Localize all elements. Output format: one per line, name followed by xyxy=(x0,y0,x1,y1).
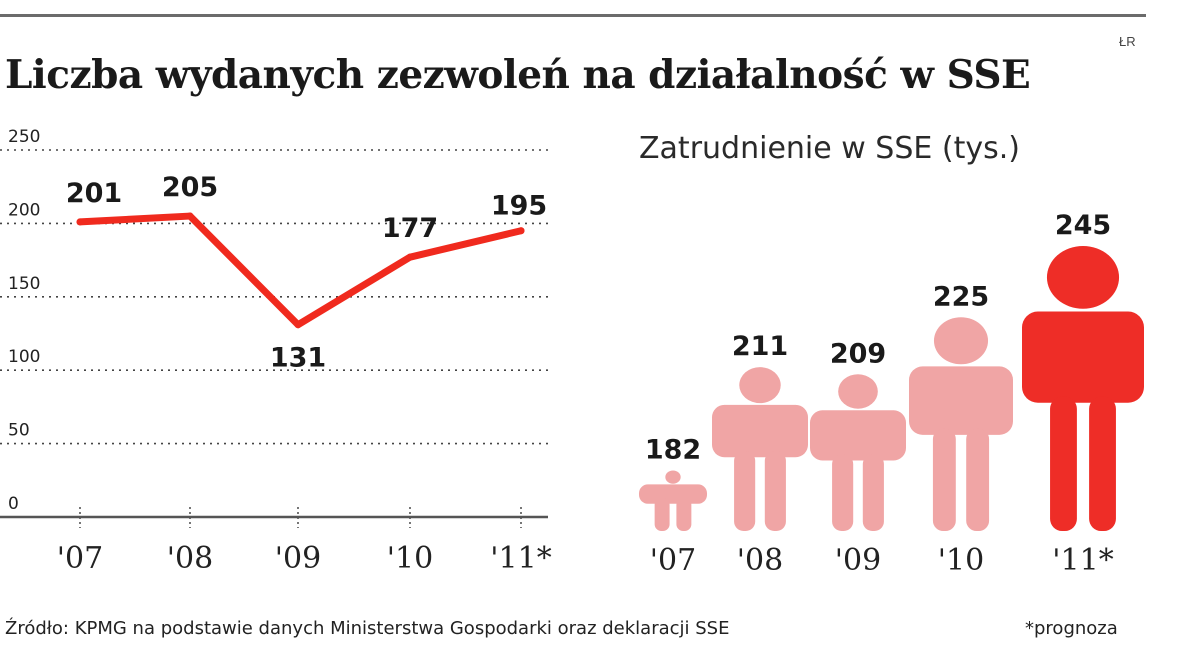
figure-left-leg xyxy=(734,451,756,531)
permits-data-label: 195 xyxy=(491,191,547,222)
top-rule xyxy=(0,14,1146,17)
permits-data-point xyxy=(517,227,525,235)
figure-head xyxy=(665,470,681,484)
x-tick-label: '07 xyxy=(57,541,103,576)
figure-right-leg xyxy=(1089,396,1116,531)
figure-torso xyxy=(712,404,808,458)
employment-figure xyxy=(810,374,906,531)
employment-x-label: '07 xyxy=(650,543,696,578)
y-tick-label: 150 xyxy=(8,274,40,294)
permits-data-point xyxy=(186,212,194,220)
source-note: Źródło: KPMG na podstawie danych Ministe… xyxy=(5,618,730,639)
employment-data-label: 211 xyxy=(732,331,788,362)
permits-data-label: 201 xyxy=(66,178,122,209)
forecast-note: *prognoza xyxy=(1025,618,1118,639)
figure-left-leg xyxy=(1050,396,1077,531)
figure-torso xyxy=(1022,311,1144,403)
figure-left-leg xyxy=(654,497,670,531)
y-tick-label: 200 xyxy=(8,200,40,220)
permits-data-point xyxy=(76,218,84,226)
employment-figure xyxy=(909,317,1013,531)
figure-right-leg xyxy=(862,454,884,531)
figure-head xyxy=(739,367,781,404)
employment-x-label: '11* xyxy=(1052,543,1113,578)
employment-data-label: 182 xyxy=(645,434,701,465)
employment-x-label: '10 xyxy=(938,543,984,578)
x-tick-label: '08 xyxy=(167,541,213,576)
author-credit: ŁR xyxy=(1119,34,1136,49)
figure-right-leg xyxy=(966,428,990,531)
permits-data-label: 131 xyxy=(270,343,326,374)
y-tick-label: 50 xyxy=(8,421,30,441)
permits-data-label: 205 xyxy=(162,172,218,203)
employment-figure-chart: 182 '07 211 '08 209 '09 225 '10 245 '11* xyxy=(639,210,1144,578)
x-tick-label: '10 xyxy=(387,541,433,576)
figure-head xyxy=(933,317,989,365)
x-tick-label: '09 xyxy=(275,541,321,576)
permits-data-point xyxy=(294,321,302,329)
figure-left-leg xyxy=(932,428,956,531)
permits-data-point xyxy=(406,253,414,261)
permits-data-label: 177 xyxy=(382,213,438,244)
figure-right-leg xyxy=(676,497,692,531)
figure-left-leg xyxy=(832,454,854,531)
figure-right-leg xyxy=(764,451,786,531)
figure-torso xyxy=(909,366,1013,435)
employment-figure xyxy=(712,367,808,531)
employment-data-label: 209 xyxy=(830,338,886,369)
employment-figure xyxy=(1022,246,1144,531)
figure-head xyxy=(838,374,878,409)
permits-line-chart: 0 50 100 150 200 250 '07 '08 '09 '10 '11* 201 205 131… xyxy=(0,127,552,576)
employment-x-label: '09 xyxy=(835,543,881,578)
permits-series-line xyxy=(76,212,525,329)
figure-head xyxy=(1046,246,1120,309)
chart-title: Liczba wydanych zezwoleń na działalność … xyxy=(5,52,1031,98)
employment-chart-subtitle: Zatrudnienie w SSE (tys.) xyxy=(639,131,1020,166)
employment-data-label: 225 xyxy=(933,281,989,312)
x-tick-label: '11* xyxy=(490,541,551,576)
employment-x-label: '08 xyxy=(737,543,783,578)
y-tick-label: 100 xyxy=(8,347,40,367)
employment-data-label: 245 xyxy=(1055,210,1111,241)
y-tick-label: 250 xyxy=(8,127,40,147)
figure-torso xyxy=(810,410,906,461)
figure-torso xyxy=(639,484,707,504)
employment-figure xyxy=(639,470,707,531)
y-tick-label: 0 xyxy=(8,494,19,514)
